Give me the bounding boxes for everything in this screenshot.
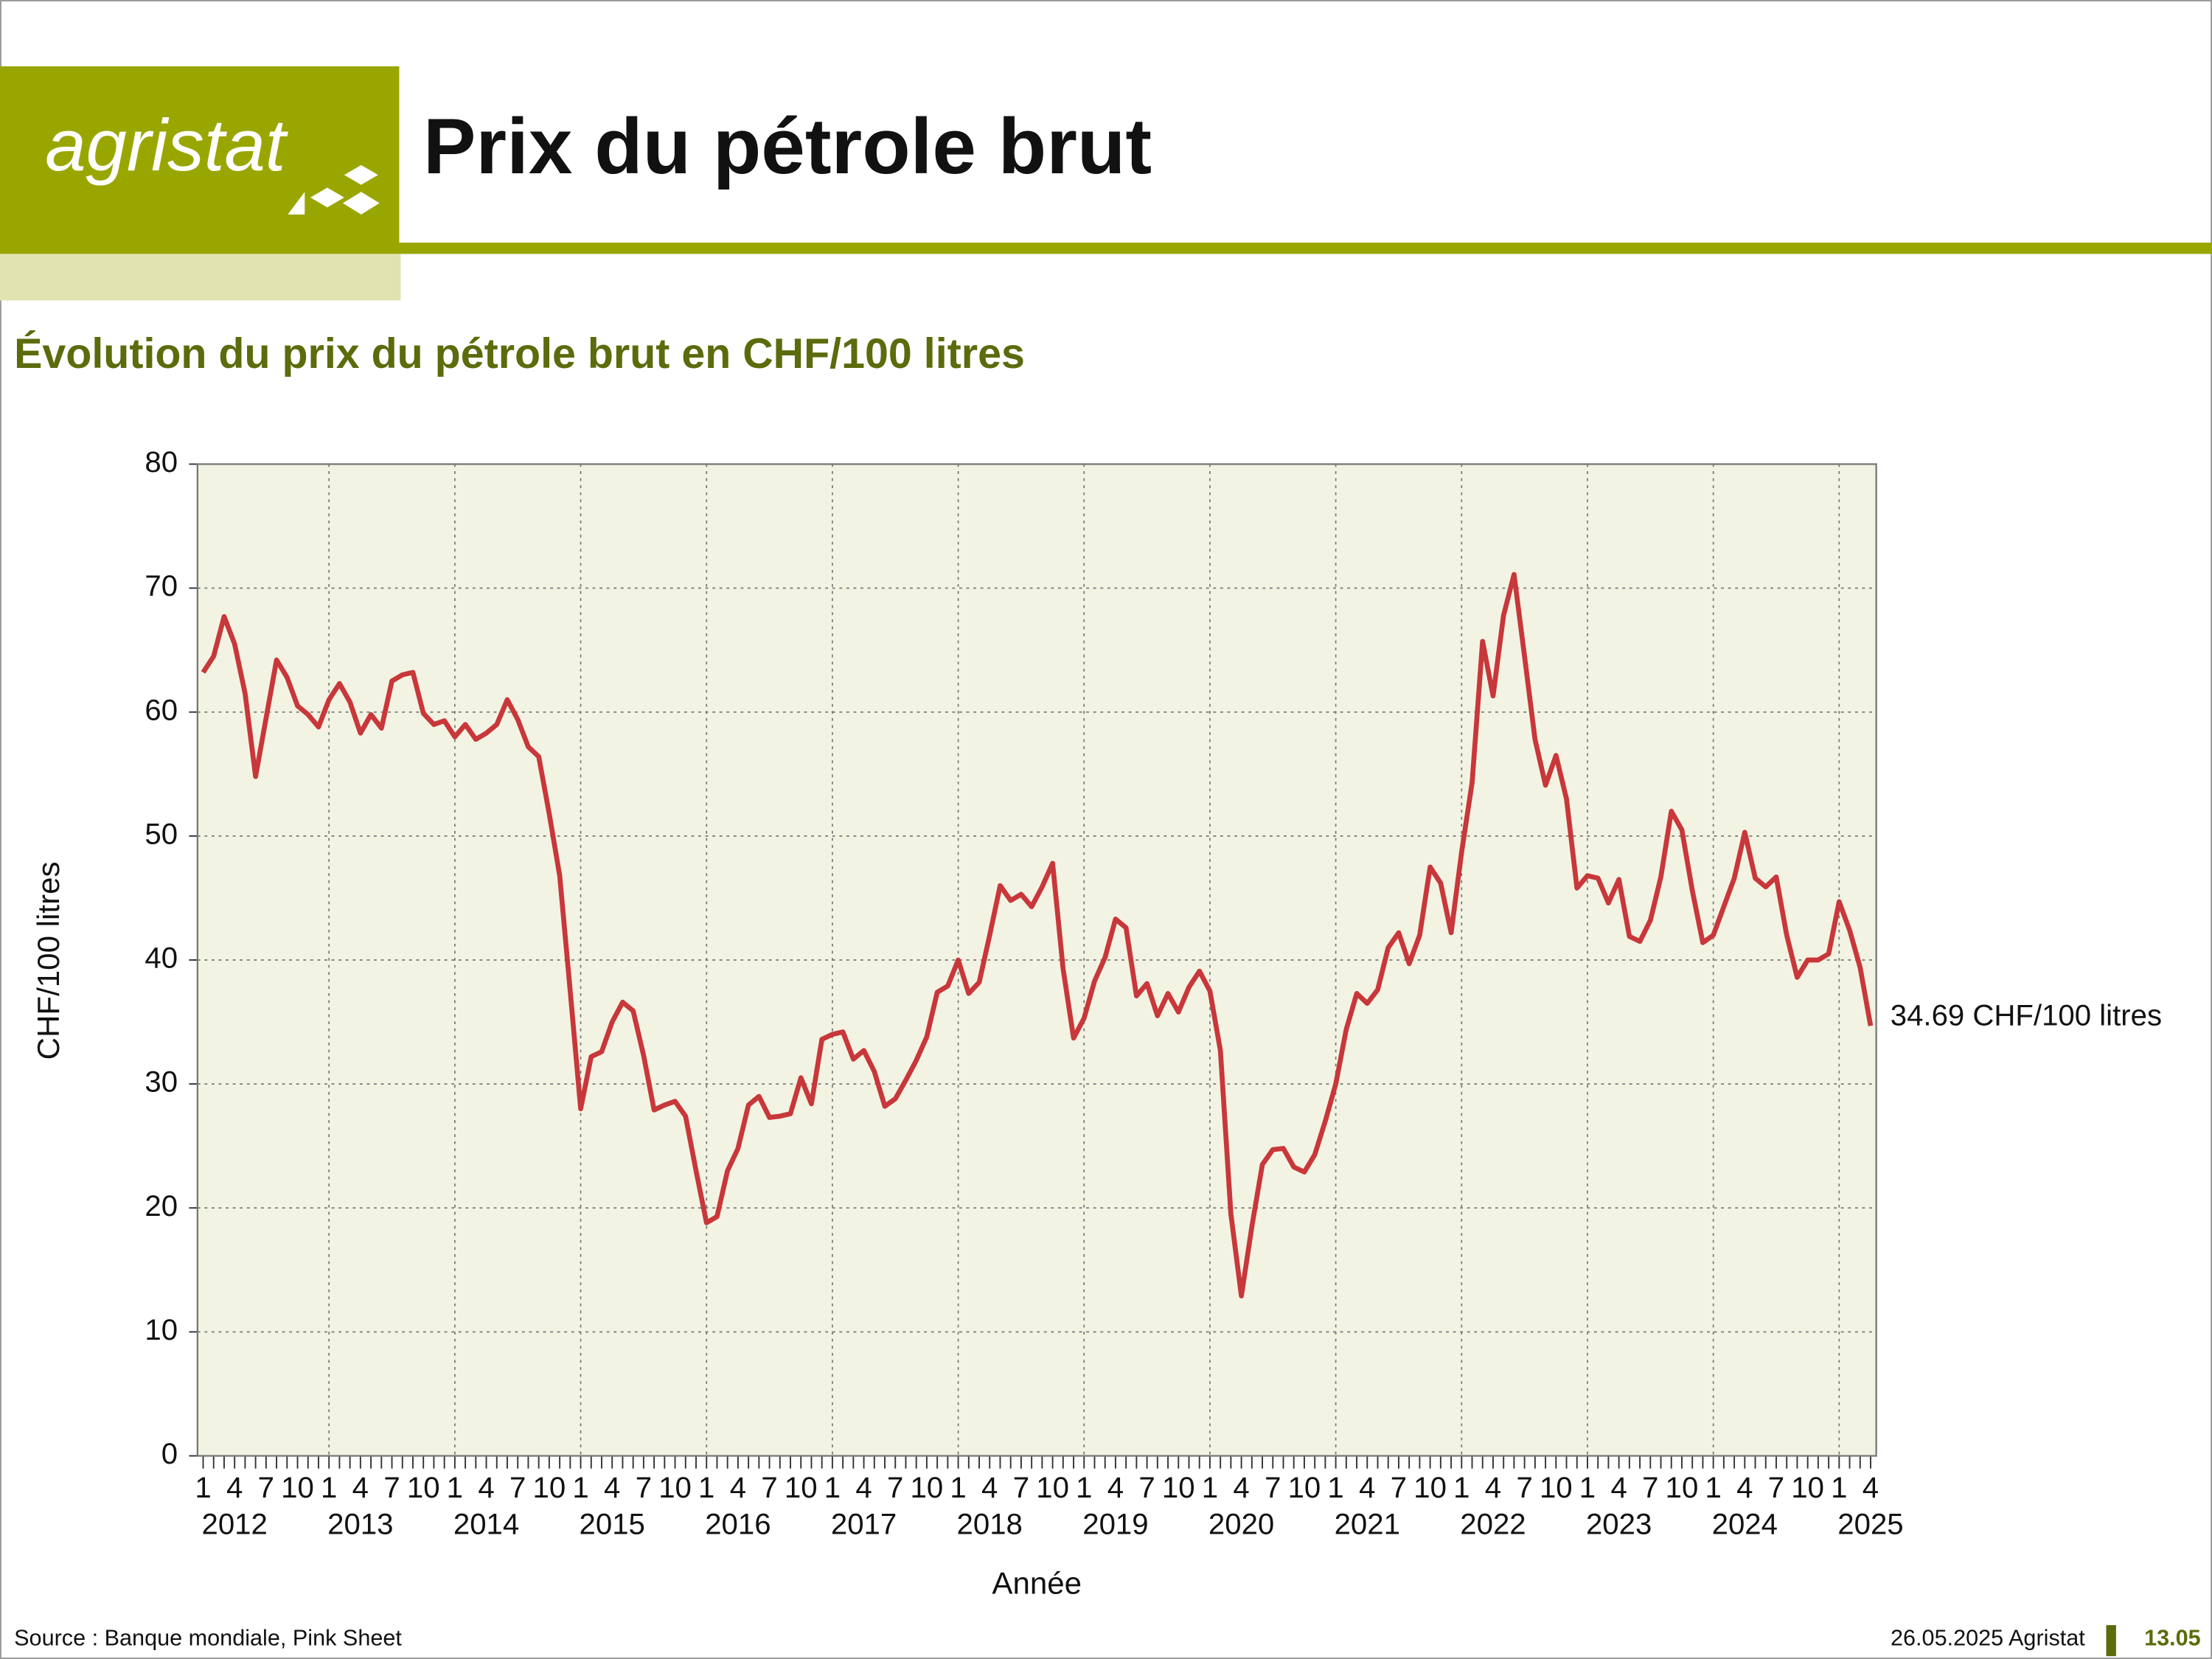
x-tick-label: 1: [1076, 1471, 1092, 1504]
x-tick-label: 1: [321, 1471, 337, 1504]
x-tick-label: 7: [1138, 1471, 1155, 1504]
source: Source : Banque mondiale, Pink Sheet: [14, 1625, 402, 1650]
x-tick-label: 1: [1579, 1471, 1596, 1504]
y-tick-label: 70: [145, 569, 178, 602]
x-tick-label: 10: [911, 1471, 944, 1504]
x-tick-label: 1: [1202, 1471, 1218, 1504]
logo-box: [0, 66, 400, 254]
y-tick-label: 80: [145, 445, 178, 479]
y-tick-label: 10: [145, 1313, 178, 1346]
x-tick-label: 4: [1863, 1471, 1879, 1504]
x-tick-label: 4: [1485, 1471, 1501, 1504]
x-tick-label: 4: [604, 1471, 620, 1504]
x-tick-label: 7: [1013, 1471, 1029, 1504]
x-tick-label: 1: [1453, 1471, 1470, 1504]
year-label: 2021: [1335, 1508, 1400, 1541]
x-tick-label: 7: [258, 1471, 274, 1504]
y-axis-label: CHF/100 litres: [31, 861, 66, 1060]
year-label: 2017: [831, 1508, 897, 1541]
x-tick-label: 4: [730, 1471, 746, 1504]
x-tick-label: 10: [1666, 1471, 1699, 1504]
footer-mark: [2106, 1625, 2116, 1657]
x-tick-label: 4: [1736, 1471, 1753, 1504]
x-tick-label: 1: [195, 1471, 211, 1504]
year-label: 2018: [957, 1508, 1023, 1541]
year-label: 2016: [705, 1508, 771, 1541]
x-tick-label: 4: [478, 1471, 494, 1504]
x-tick-label: 7: [1516, 1471, 1532, 1504]
price-line: [201, 571, 1874, 1298]
x-tick-label: 10: [1540, 1471, 1573, 1504]
end-annotation: 34.69 CHF/100 litres: [1891, 998, 2162, 1032]
x-tick-label: 1: [698, 1471, 714, 1504]
header-rule: [399, 243, 2212, 254]
x-tick-label: 7: [1391, 1471, 1407, 1504]
x-tick-label: 7: [636, 1471, 652, 1504]
x-tick-label: 1: [1705, 1471, 1721, 1504]
year-label: 2024: [1712, 1508, 1778, 1541]
plot-frame: [196, 463, 1877, 1457]
x-tick-label: 7: [1265, 1471, 1281, 1504]
y-tick-label: 0: [161, 1437, 178, 1470]
x-tick-label: 7: [1768, 1471, 1784, 1504]
x-tick-label: 4: [855, 1471, 872, 1504]
y-tick-label: 50: [145, 817, 178, 850]
x-tick-label: 4: [1107, 1471, 1124, 1504]
logo-text: agristat: [45, 105, 289, 187]
year-label: 2025: [1837, 1508, 1903, 1541]
x-tick-label: 10: [1162, 1471, 1195, 1504]
y-tick-label: 60: [145, 693, 178, 726]
x-tick-label: 7: [383, 1471, 400, 1504]
x-tick-label: 7: [887, 1471, 903, 1504]
x-tick-label: 4: [1359, 1471, 1375, 1504]
year-label: 2023: [1586, 1508, 1652, 1541]
footer-date: 26.05.2025 Agristat: [1891, 1625, 2085, 1650]
page-title: Prix du pétrole brut: [423, 102, 1152, 190]
x-tick-label: 4: [981, 1471, 998, 1504]
page-number: 13.05: [2144, 1625, 2201, 1650]
year-label: 2019: [1082, 1508, 1148, 1541]
logo-strip: [0, 254, 401, 301]
x-tick-label: 1: [950, 1471, 966, 1504]
x-tick-label: 7: [761, 1471, 777, 1504]
x-tick-label: 10: [1288, 1471, 1321, 1504]
x-tick-label: 4: [226, 1471, 243, 1504]
year-label: 2015: [580, 1508, 645, 1541]
x-tick-label: 4: [352, 1471, 369, 1504]
x-tick-label: 10: [281, 1471, 314, 1504]
year-label: 2020: [1208, 1508, 1274, 1541]
y-tick-label: 30: [145, 1065, 178, 1099]
year-label: 2013: [327, 1508, 393, 1541]
y-tick-label: 20: [145, 1189, 178, 1222]
x-tick-label: 10: [533, 1471, 566, 1504]
x-tick-label: 10: [407, 1471, 440, 1504]
x-tick-label: 10: [1036, 1471, 1069, 1504]
x-tick-label: 10: [1413, 1471, 1447, 1504]
x-tick-label: 1: [572, 1471, 588, 1504]
y-tick-label: 40: [145, 942, 178, 975]
x-tick-label: 7: [509, 1471, 526, 1504]
x-tick-label: 1: [1831, 1471, 1847, 1504]
chart-title: Évolution du prix du pétrole brut en CHF…: [14, 330, 1025, 378]
year-label: 2012: [202, 1508, 268, 1541]
x-tick-label: 1: [447, 1471, 463, 1504]
year-label: 2022: [1460, 1508, 1526, 1541]
x-tick-label: 4: [1233, 1471, 1249, 1504]
x-tick-label: 1: [824, 1471, 841, 1504]
x-tick-label: 10: [658, 1471, 692, 1504]
x-axis-label: Année: [992, 1566, 1082, 1601]
x-tick-label: 1: [1327, 1471, 1343, 1504]
year-label: 2014: [453, 1508, 519, 1541]
x-tick-label: 4: [1610, 1471, 1627, 1504]
x-tick-label: 10: [785, 1471, 818, 1504]
x-tick-label: 7: [1642, 1471, 1658, 1504]
x-tick-label: 10: [1791, 1471, 1824, 1504]
